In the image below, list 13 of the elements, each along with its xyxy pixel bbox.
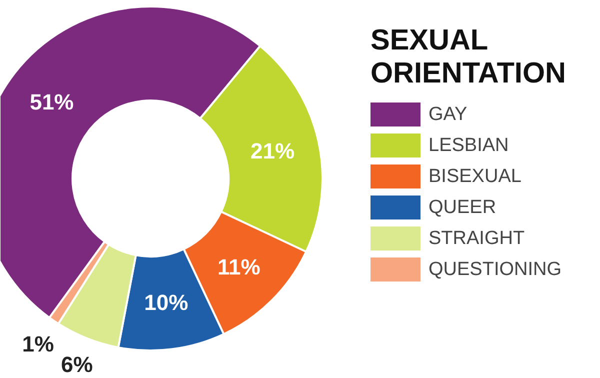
data-label: 6% <box>60 352 93 377</box>
legend-title: SEXUAL ORIENTATION <box>370 24 566 90</box>
data-label: 11% <box>217 254 260 280</box>
data-label: 21% <box>250 138 295 164</box>
data-label: 10% <box>144 290 188 316</box>
legend-label: LESBIAN <box>428 135 509 156</box>
legend-label: QUEER <box>428 197 496 218</box>
data-label: 51% <box>30 89 74 114</box>
legend-label: BISEXUAL <box>428 166 522 187</box>
legend-label: STRAIGHT <box>428 228 525 249</box>
legend-label: GAY <box>428 104 468 125</box>
data-label: 1% <box>22 331 54 356</box>
legend-label: QUESTIONING <box>428 259 562 280</box>
